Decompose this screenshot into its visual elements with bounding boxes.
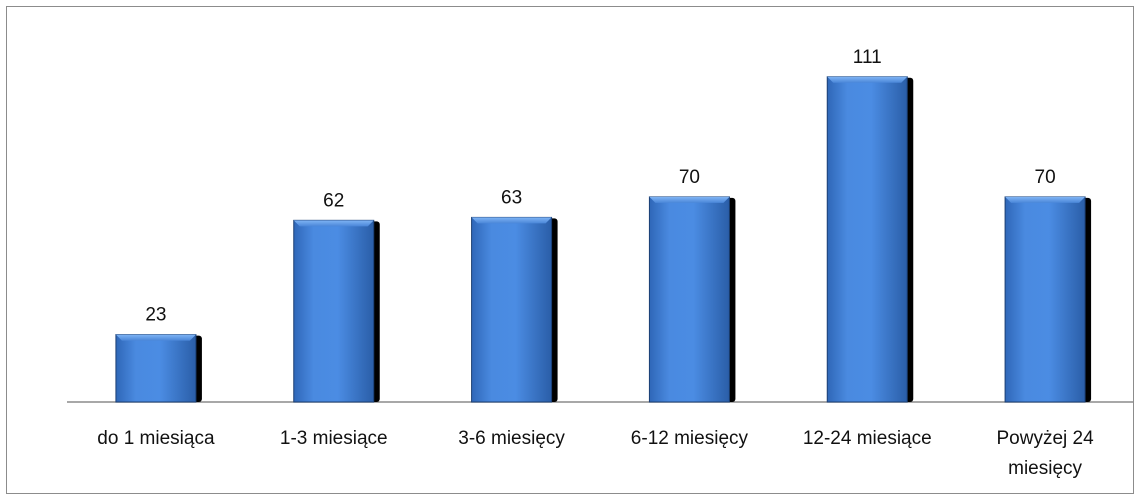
data-label: 23: [145, 305, 166, 326]
data-label: 111: [853, 47, 882, 68]
category-label: Powyżej 24: [996, 428, 1094, 449]
bar-body: [293, 219, 375, 403]
category-labels-group: do 1 miesiąca 1-3 miesiące 3-6 miesięcy 6-1…: [97, 428, 1094, 479]
bar-bevel: [293, 220, 374, 227]
bar-bevel: [115, 334, 196, 341]
bar-body: [471, 216, 553, 403]
bar-3: [648, 196, 736, 403]
bar-body: [826, 76, 908, 403]
data-label: 70: [679, 167, 700, 188]
category-label: miesięcy: [1008, 458, 1082, 479]
bar-1: [293, 219, 380, 403]
chart-frame: [6, 6, 1134, 494]
data-labels-group: 23 62 63 70 111 70: [145, 47, 1055, 326]
bar-body: [648, 196, 730, 403]
category-label: 1-3 miesiące: [280, 428, 388, 449]
bar-body: [115, 334, 197, 403]
bar-5: [1004, 196, 1092, 403]
category-label: 3-6 miesięcy: [458, 428, 565, 449]
bar-4: [826, 76, 914, 403]
bars-group: [115, 76, 1092, 403]
bar-body: [1004, 196, 1086, 403]
bar-bevel: [471, 217, 552, 224]
bar-2: [471, 216, 558, 403]
bar-bevel: [649, 196, 730, 203]
data-label: 70: [1035, 167, 1056, 188]
category-label: 12-24 miesiące: [803, 428, 932, 449]
data-label: 62: [323, 190, 344, 211]
bar-0: [115, 334, 202, 403]
category-label: 6-12 miesięcy: [631, 428, 749, 449]
category-label: do 1 miesiąca: [97, 428, 215, 449]
bar-bevel: [1005, 196, 1086, 203]
data-label: 63: [501, 187, 522, 208]
bar-bevel: [827, 76, 908, 83]
